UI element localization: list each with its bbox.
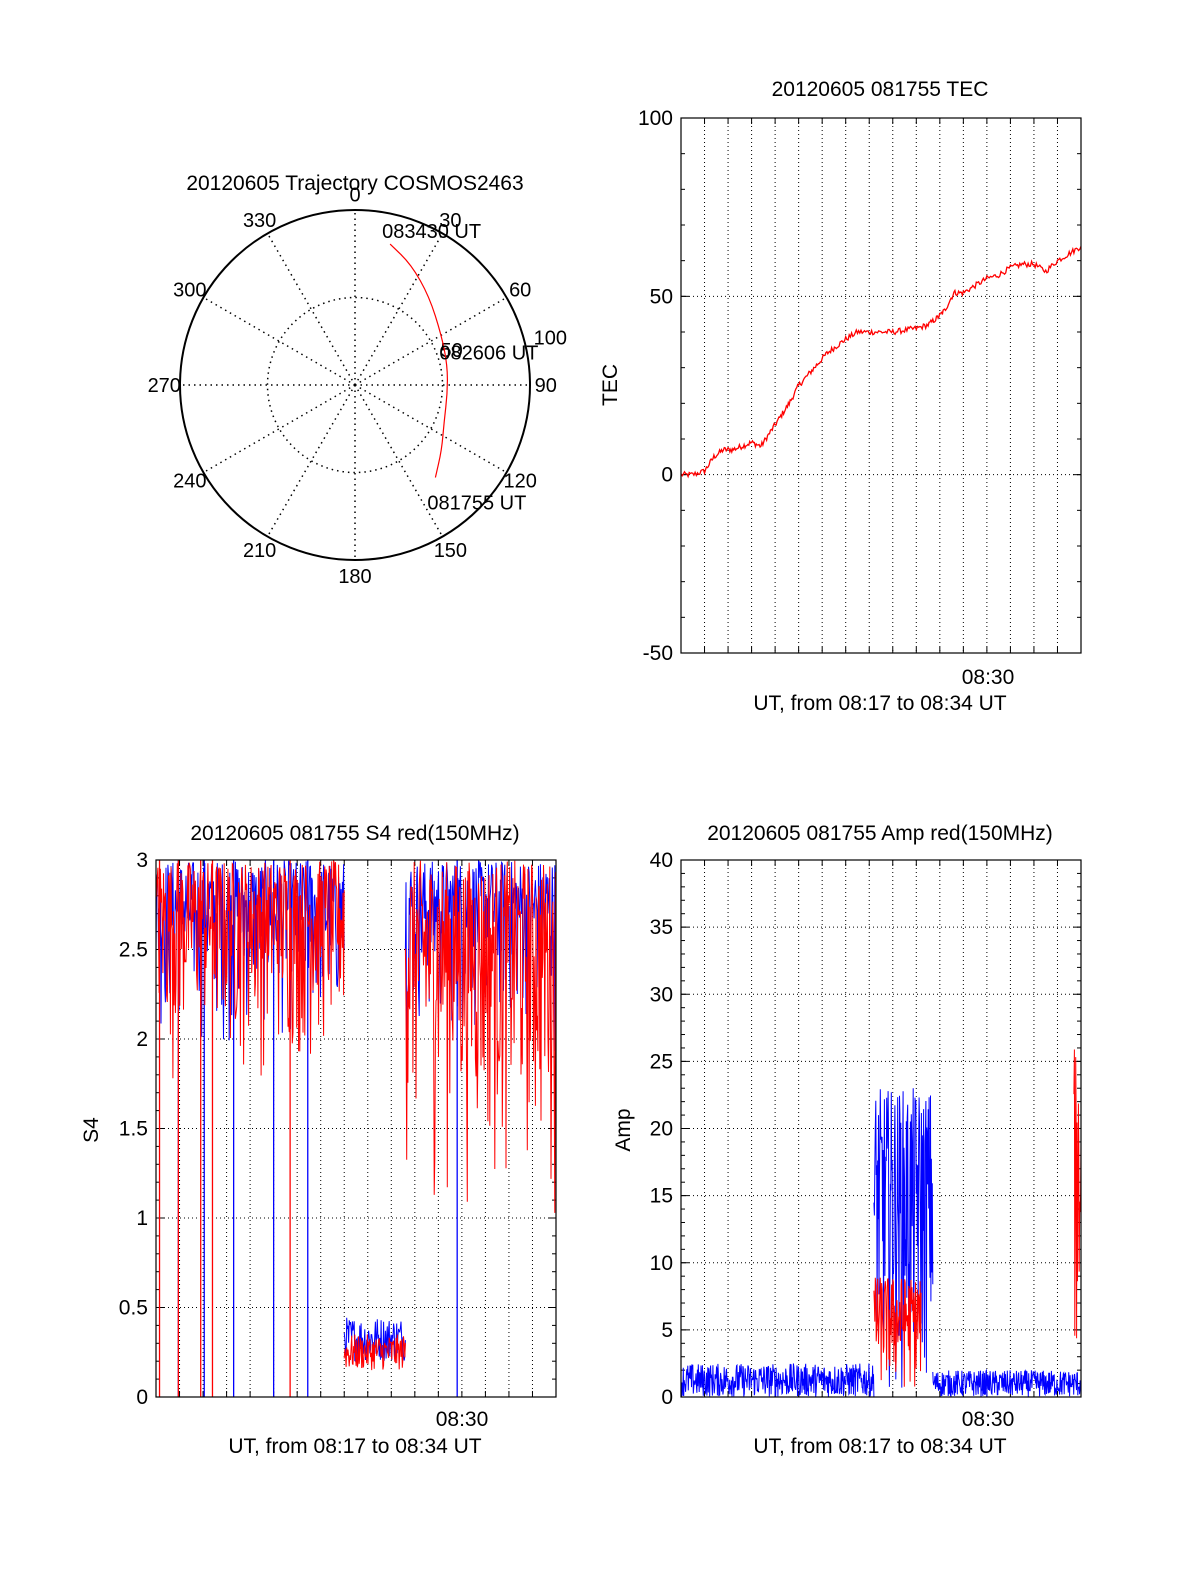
polar-angle-label-150: 150 [434, 540, 467, 562]
polar-spoke-120 [354, 384, 507, 474]
polar-angle-label-60: 60 [509, 280, 531, 302]
tec-ylabel: TEC [599, 364, 622, 406]
amp-ytick-label-8: 40 [650, 849, 673, 872]
s4-xtick-label: 08:30 [436, 1408, 489, 1431]
s4-ytick-label-5: 2.5 [119, 939, 148, 962]
tec-chart: 20120605 081755 TEC TEC 08:30 UT, from 0… [599, 78, 1082, 715]
amp-title: 20120605 081755 Amp red(150MHz) [707, 822, 1053, 845]
trajectory-time-label-1: 082606 UT [439, 342, 538, 364]
trajectory-line [389, 243, 449, 478]
polar-spoke-330 [266, 233, 356, 386]
s4-ytick-label-0: 0 [136, 1386, 148, 1409]
amp-ytick-label-5: 25 [650, 1050, 673, 1073]
polar-angle-label-30: 30 [439, 210, 461, 232]
polar-angle-label-270: 270 [148, 375, 181, 397]
s4-ylabel: S4 [80, 1117, 103, 1143]
amp-red-segment-0 [873, 1277, 922, 1387]
amp-xlabel: UT, from 08:17 to 08:34 UT [753, 1435, 1006, 1458]
tec-ytick-label-0: -50 [643, 642, 673, 665]
s4-ytick-label-1: 0.5 [119, 1297, 148, 1320]
polar-grid [179, 209, 531, 561]
s4-ytick-label-6: 3 [136, 849, 148, 872]
s4-red-segment-0 [155, 860, 345, 1079]
trajectory-title: 20120605 Trajectory COSMOS2463 [186, 172, 523, 195]
trajectory-time-label-0: 083430 UT [382, 221, 481, 243]
polar-spoke-240 [203, 384, 356, 474]
s4-red-segment-1 [343, 1334, 406, 1371]
polar-spoke-60 [354, 296, 507, 386]
amp-ytick-label-4: 20 [650, 1118, 673, 1141]
polar-angle-label-240: 240 [173, 470, 206, 492]
trajectory-polar-plot: 20120605 Trajectory COSMOS2463 0 30 60 90 12… [148, 172, 567, 588]
polar-outer-ring [179, 209, 531, 561]
s4-ytick-label-3: 1.5 [119, 1118, 148, 1141]
polar-angle-label-210: 210 [243, 540, 276, 562]
amp-ytick-label-2: 10 [650, 1252, 673, 1275]
amp-ytick-label-1: 5 [661, 1319, 673, 1342]
polar-spoke-210 [266, 384, 356, 537]
polar-angle-label-180: 180 [338, 566, 371, 588]
amp-plot-frame [680, 859, 1082, 1398]
amp-blue-segment-1 [873, 1088, 934, 1388]
polar-ring-50 [266, 296, 444, 474]
s4-ytick-label-2: 1 [136, 1207, 148, 1230]
amp-ytick-label-6: 30 [650, 983, 673, 1006]
amp-ylabel: Amp [612, 1108, 635, 1151]
trajectory-track: 083430 UT 082606 UT 081755 UT [382, 221, 538, 514]
tec-xlabel: UT, from 08:17 to 08:34 UT [753, 692, 1006, 715]
trajectory-time-label-2: 081755 UT [427, 492, 526, 514]
tec-ytick-label-1: 0 [661, 464, 673, 487]
s4-chart: 20120605 081755 S4 red(150MHz) S4 08:30 … [80, 822, 557, 1458]
amp-blue-segment-0 [680, 1363, 875, 1398]
polar-radial-label-100: 100 [534, 328, 567, 350]
s4-title: 20120605 081755 S4 red(150MHz) [190, 822, 519, 845]
s4-plot-frame [155, 859, 557, 1398]
amp-ytick-label-0: 0 [661, 1386, 673, 1409]
polar-angle-label-0: 0 [349, 184, 360, 206]
amp-ytick-label-3: 15 [650, 1185, 673, 1208]
amp-chart: 20120605 081755 Amp red(150MHz) Amp 08:3… [612, 822, 1082, 1458]
tec-series-line [680, 246, 1082, 479]
tec-plot-frame [680, 117, 1082, 654]
s4-red-segment-2 [404, 860, 557, 1213]
polar-angle-label-300: 300 [173, 280, 206, 302]
polar-angle-label-120: 120 [504, 470, 537, 492]
tec-ytick-label-3: 100 [638, 107, 673, 130]
tec-xtick-label: 08:30 [962, 666, 1015, 689]
tec-title: 20120605 081755 TEC [772, 78, 989, 101]
s4-ytick-label-4: 2 [136, 1028, 148, 1051]
polar-angle-label-330: 330 [243, 210, 276, 232]
polar-angle-label-90: 90 [535, 375, 557, 397]
amp-ytick-label-7: 35 [650, 916, 673, 939]
amp-blue-segment-2 [932, 1368, 1082, 1397]
amp-red-segment-1 [1073, 1049, 1082, 1339]
tec-ytick-label-2: 50 [650, 285, 673, 308]
s4-xlabel: UT, from 08:17 to 08:34 UT [228, 1435, 481, 1458]
amp-xtick-label: 08:30 [962, 1408, 1015, 1431]
